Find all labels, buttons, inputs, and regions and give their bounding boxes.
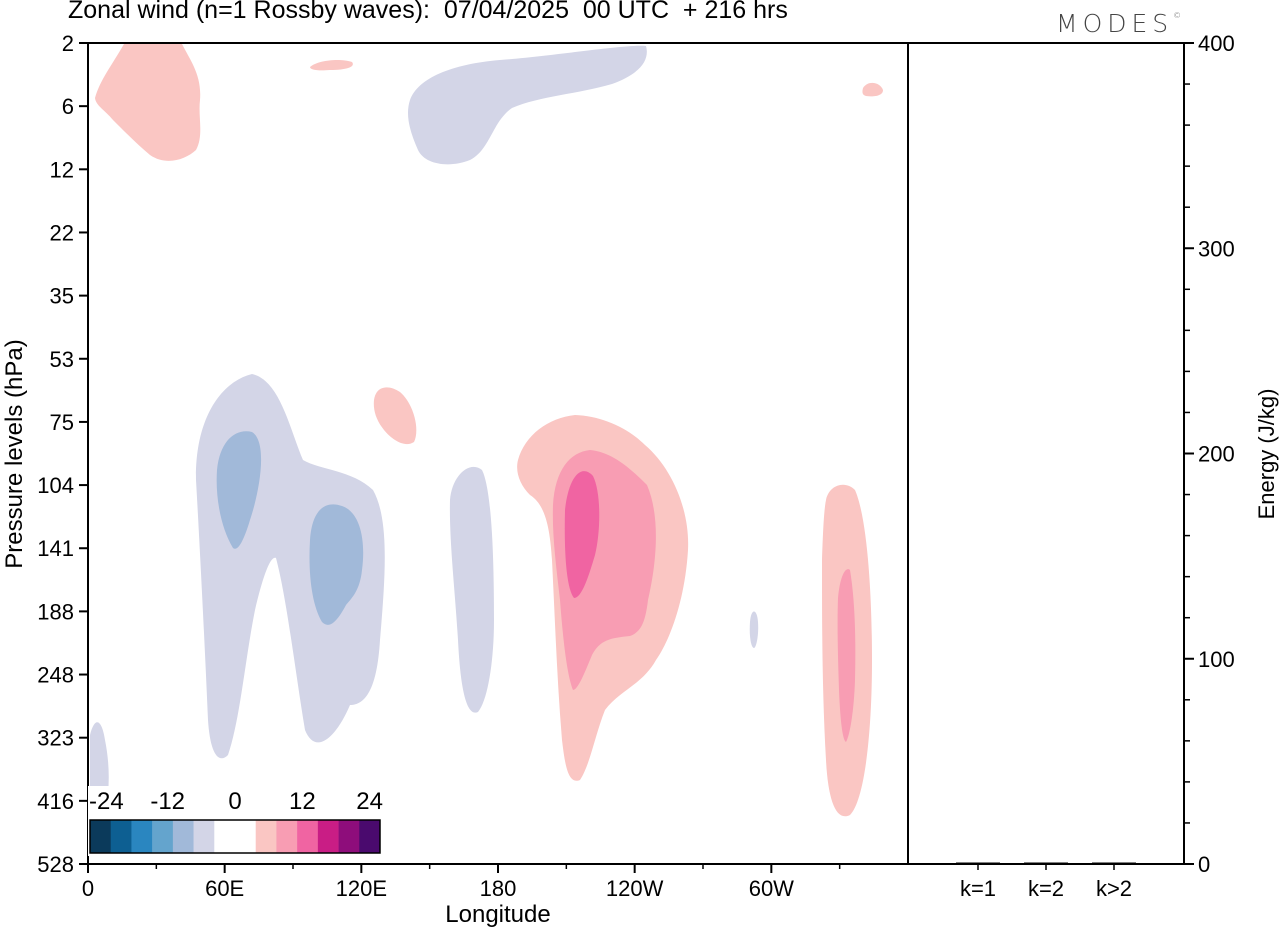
y-tick-label: 6 [62,94,74,119]
contour-positive-weak-mid [373,387,417,445]
x-axis: 0 60E 120E 180 120W 60W [82,864,841,901]
colorbar-swatch [255,820,277,853]
contour-positive-weak-north [310,59,353,71]
x-axis-title: Longitude [445,901,550,928]
contour-positive-mid-east [837,569,856,742]
energy-tick-label: 100 [1198,647,1235,672]
contour-positive-weak-northeast [862,82,883,97]
x-tick-label: 0 [82,876,94,901]
y-tick-label: 12 [50,157,74,182]
colorbar-frame [89,819,381,854]
y-tick-label: 416 [37,789,74,814]
energy-axis-title: Energy (J/kg) [1254,389,1279,520]
contour-negative-weak-dateline [449,466,494,713]
y-tick-label: 35 [50,284,74,309]
energy-bars: k=1 k=2 k>2 [956,862,1136,901]
x-tick-label: 60W [749,876,794,901]
energy-bar [956,862,1000,864]
contour-positive-weak-northwest [95,44,201,161]
colorbar-tick-label: -24 [89,788,124,815]
energy-bar [1092,862,1136,864]
y-tick-label: 75 [50,410,74,435]
contour-negative-mid-east [309,504,364,625]
y-tick-label: 323 [37,726,74,751]
colorbar-swatch [90,820,112,853]
y-axis: 2 6 12 22 35 53 75 104 141 188 248 323 416 528 [37,31,88,877]
colorbar-swatch [317,820,339,853]
contour-field [90,44,883,817]
logo-mark: © [1173,11,1182,20]
colorbar-swatch [172,820,194,853]
y-tick-label: 248 [37,663,74,688]
energy-category-label: k>2 [1096,876,1132,901]
energy-category-label: k=1 [960,876,996,901]
y-axis-title: Pressure levels (hPa) [1,339,28,568]
y-tick-label: 188 [37,599,74,624]
y-tick-label: 2 [62,31,74,56]
contour-negative-mid-west [216,431,262,549]
x-tick-label: 120E [336,876,387,901]
y-tick-label: 104 [37,473,74,498]
colorbar-tick-label: -12 [150,788,185,815]
y-tick-label: 528 [37,852,74,877]
x-tick-label: 180 [480,876,517,901]
x-tick-label: 120W [606,876,664,901]
energy-tick-label: 200 [1198,442,1235,467]
colorbar-swatch [297,820,319,853]
colorbar-tick-label: 12 [289,788,316,815]
modes-logo: MODES© [1056,9,1181,38]
energy-tick-label: 0 [1198,852,1210,877]
colorbar-tick-label: 0 [228,788,241,815]
colorbar-swatch [235,820,257,853]
contour-negative-weak-small [749,611,759,648]
chart-title: Zonal wind (n=1 Rossby waves): 07/04/202… [68,0,788,24]
colorbar-swatch [359,820,381,853]
colorbar-swatch [152,820,174,853]
energy-category-label: k=2 [1028,876,1064,901]
y-tick-label: 141 [37,536,74,561]
colorbar: -24 -12 0 12 24 [88,786,383,856]
colorbar-swatch [110,820,132,853]
colorbar-tick-label: 24 [356,788,383,815]
energy-bar [1024,862,1068,864]
contour-negative-weak-upper [407,45,647,165]
colorbar-swatch [214,820,236,853]
x-tick-label: 60E [205,876,244,901]
contour-positive-strong-central [564,471,600,598]
energy-axis: 0 100 200 300 400 [1184,31,1235,877]
colorbar-swatch [338,820,360,853]
colorbar-swatch [276,820,298,853]
colorbar-swatch [131,820,153,853]
colorbar-swatch [193,820,215,853]
logo-text: MODES [1056,9,1174,38]
energy-tick-label: 400 [1198,31,1235,56]
y-tick-label: 53 [50,347,74,372]
y-tick-label: 22 [50,220,74,245]
energy-tick-label: 300 [1198,236,1235,261]
